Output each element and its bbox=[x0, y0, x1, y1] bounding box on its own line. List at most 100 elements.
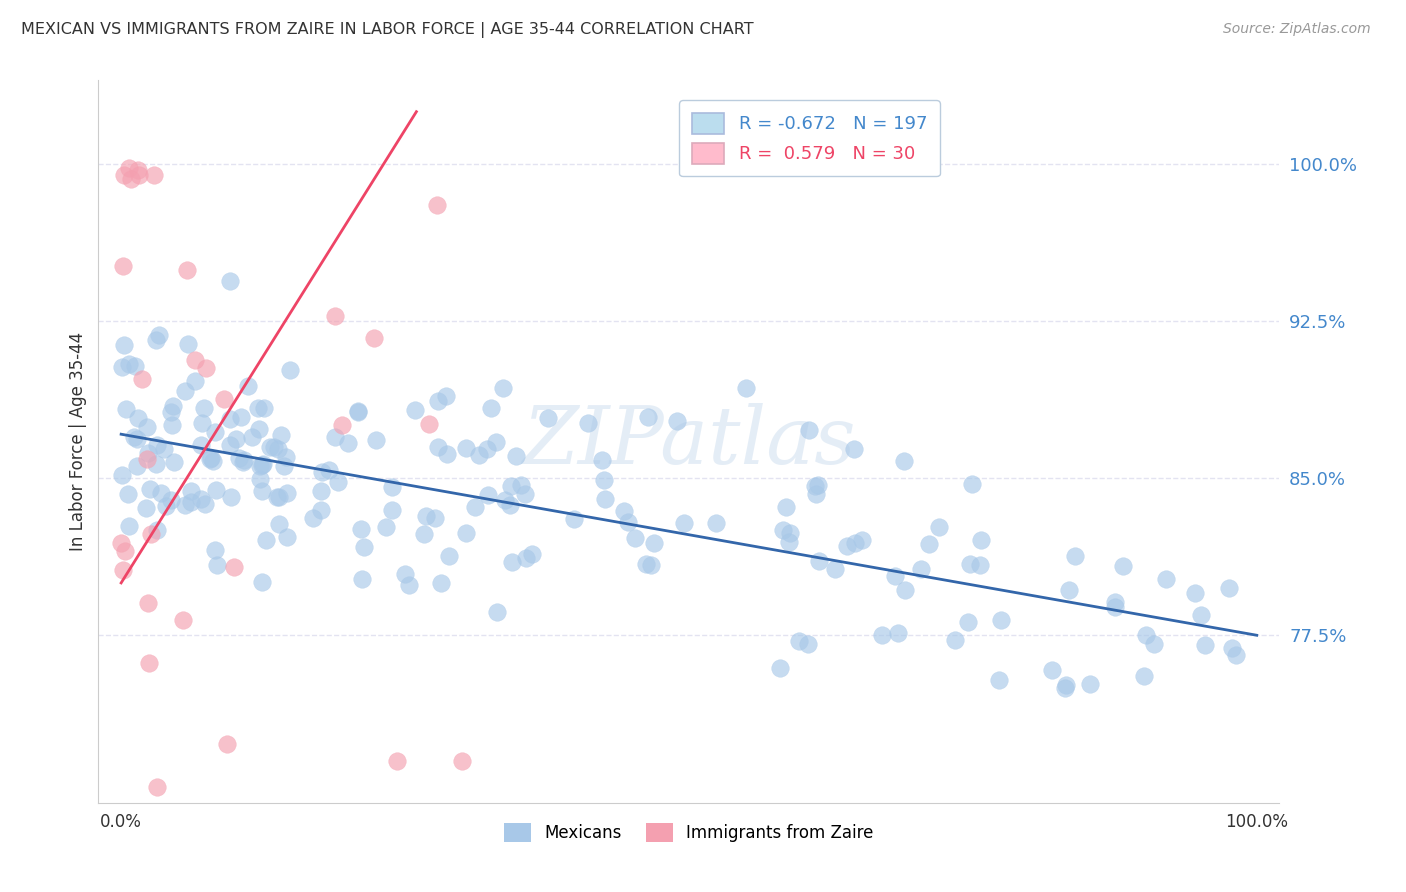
Point bbox=[887, 626, 910, 640]
Point bbox=[1057, 583, 1080, 598]
Point bbox=[499, 499, 522, 513]
Point bbox=[806, 486, 828, 500]
Point bbox=[1135, 628, 1157, 642]
Point bbox=[492, 381, 515, 395]
Point bbox=[1104, 599, 1126, 614]
Point bbox=[323, 309, 346, 323]
Point bbox=[162, 399, 184, 413]
Point bbox=[769, 661, 792, 675]
Point bbox=[394, 567, 416, 582]
Point bbox=[191, 416, 214, 430]
Point bbox=[775, 500, 797, 515]
Point bbox=[212, 392, 235, 407]
Point bbox=[232, 452, 254, 467]
Point bbox=[139, 527, 162, 541]
Point bbox=[143, 168, 166, 182]
Point bbox=[114, 543, 136, 558]
Point bbox=[190, 438, 212, 452]
Point bbox=[125, 432, 148, 446]
Point bbox=[200, 451, 222, 466]
Point bbox=[494, 493, 516, 508]
Point bbox=[120, 171, 142, 186]
Point bbox=[136, 597, 159, 611]
Point bbox=[918, 537, 941, 551]
Point bbox=[479, 401, 502, 415]
Point bbox=[943, 632, 966, 647]
Point bbox=[231, 409, 253, 424]
Point bbox=[807, 554, 830, 568]
Point bbox=[259, 440, 281, 454]
Point bbox=[454, 441, 477, 455]
Point bbox=[219, 490, 242, 504]
Point bbox=[207, 558, 229, 572]
Point bbox=[666, 414, 689, 428]
Point bbox=[1054, 678, 1077, 692]
Point bbox=[418, 417, 440, 432]
Point bbox=[576, 416, 599, 430]
Point bbox=[146, 438, 169, 452]
Point bbox=[436, 447, 458, 461]
Point bbox=[148, 328, 170, 343]
Point bbox=[346, 404, 368, 418]
Point bbox=[250, 483, 273, 498]
Point bbox=[353, 541, 375, 555]
Point bbox=[276, 530, 298, 544]
Point bbox=[118, 357, 141, 371]
Point bbox=[824, 561, 846, 575]
Point bbox=[269, 517, 291, 532]
Point bbox=[970, 533, 993, 547]
Point bbox=[135, 501, 157, 516]
Point bbox=[779, 525, 801, 540]
Point bbox=[124, 359, 146, 374]
Point bbox=[636, 558, 658, 572]
Point bbox=[204, 542, 226, 557]
Point bbox=[374, 520, 396, 534]
Point bbox=[366, 434, 388, 448]
Point bbox=[270, 428, 292, 442]
Point bbox=[381, 503, 404, 517]
Point bbox=[835, 540, 858, 554]
Point bbox=[138, 656, 160, 670]
Point bbox=[959, 557, 981, 571]
Point bbox=[870, 627, 893, 641]
Point bbox=[734, 381, 756, 395]
Point bbox=[515, 550, 537, 565]
Point bbox=[883, 569, 905, 583]
Point bbox=[127, 163, 149, 178]
Point bbox=[536, 411, 558, 425]
Point bbox=[427, 440, 450, 454]
Point bbox=[513, 487, 536, 501]
Point bbox=[249, 458, 271, 473]
Point bbox=[269, 491, 291, 505]
Point bbox=[464, 500, 486, 514]
Point bbox=[425, 511, 447, 525]
Point bbox=[155, 499, 177, 513]
Point bbox=[180, 495, 202, 509]
Point bbox=[501, 555, 523, 569]
Point bbox=[138, 446, 160, 460]
Point bbox=[499, 479, 522, 493]
Point bbox=[174, 384, 197, 399]
Legend: Mexicans, Immigrants from Zaire: Mexicans, Immigrants from Zaire bbox=[498, 816, 880, 848]
Point bbox=[1063, 549, 1085, 563]
Point bbox=[195, 361, 218, 376]
Point bbox=[249, 473, 271, 487]
Point bbox=[190, 491, 212, 506]
Point bbox=[177, 337, 200, 351]
Point bbox=[118, 519, 141, 533]
Point bbox=[486, 605, 509, 619]
Point bbox=[325, 430, 347, 444]
Point bbox=[250, 458, 273, 472]
Point bbox=[112, 168, 135, 182]
Point bbox=[240, 430, 263, 444]
Point bbox=[637, 410, 659, 425]
Point bbox=[797, 423, 820, 437]
Point bbox=[146, 524, 169, 538]
Point bbox=[1225, 648, 1247, 662]
Point bbox=[437, 549, 460, 563]
Point bbox=[960, 477, 983, 491]
Point bbox=[160, 417, 183, 432]
Point bbox=[505, 449, 527, 463]
Point bbox=[127, 410, 149, 425]
Point bbox=[145, 457, 167, 471]
